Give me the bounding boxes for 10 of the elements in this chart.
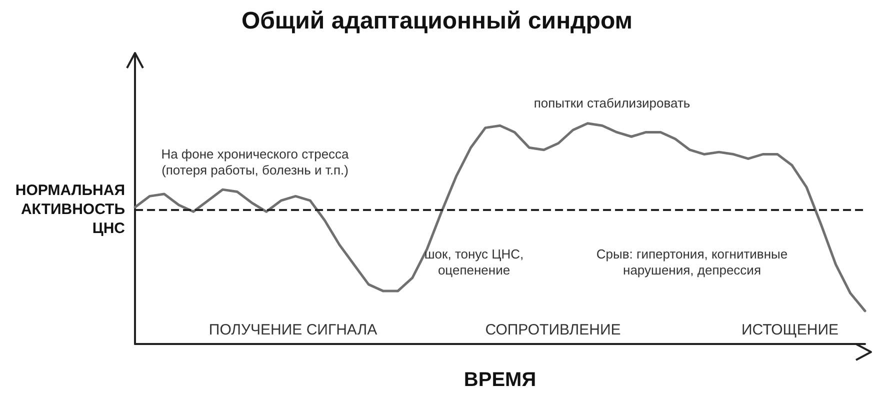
x-axis-title: ВРЕМЯ — [464, 369, 536, 391]
annotation: Срыв: гипертония, когнитивные нарушения, депрессия — [596, 246, 788, 278]
annotation: ПОЛУЧЕНИЕ СИГНАЛА — [208, 322, 378, 338]
annotation: На фоне хронического стресса (потеря работы, болезнь и т.п.) — [161, 146, 350, 178]
ref-line-label: НОРМАЛЬНАЯ АКТИВНОСТЬ ЦНС — [15, 182, 126, 237]
annotation: СОПРОТИВЛЕНИЕ — [485, 322, 621, 338]
text: попытки стабилизировать — [534, 96, 690, 110]
chart-title: Общий адаптационный синдром — [241, 8, 633, 34]
annotation: ИСТОЩЕНИЕ — [742, 322, 838, 338]
annotation: шок, тонус ЦНС, оцепенение — [424, 246, 524, 278]
